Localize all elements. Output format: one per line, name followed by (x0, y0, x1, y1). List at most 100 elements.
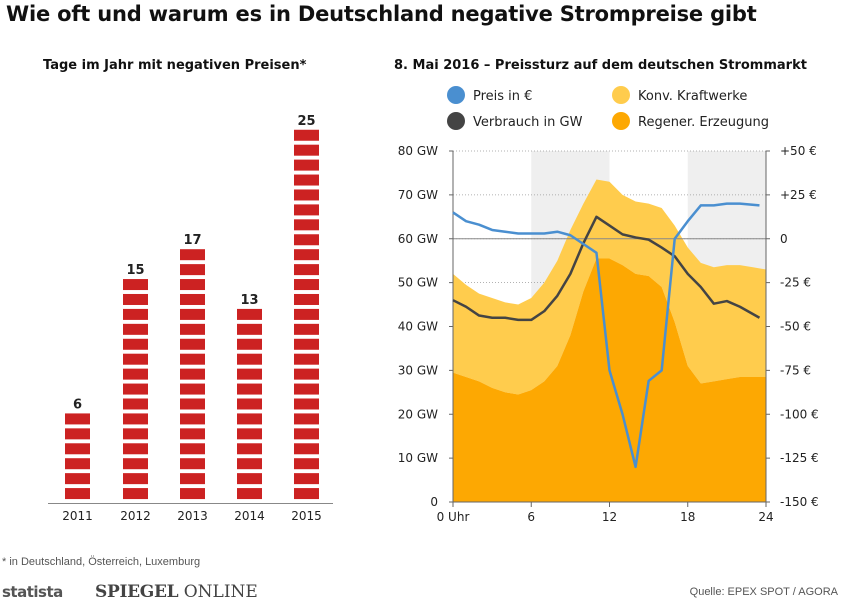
bar-brick (237, 323, 262, 335)
bar-brick (180, 338, 205, 350)
bar-brick (237, 353, 262, 365)
bar-brick (237, 308, 262, 320)
bar-brick (65, 473, 90, 485)
x-axis-tick-label: 24 (758, 510, 773, 524)
bar-brick (123, 398, 148, 410)
bar-2012 (123, 279, 148, 500)
bar-brick (180, 383, 205, 395)
bar-brick (294, 234, 319, 246)
bar-brick (294, 308, 319, 320)
right-axis-tick-label: -50 € (780, 320, 811, 334)
bar-brick (294, 159, 319, 171)
legend-label-price: Preis in € (473, 89, 532, 104)
bar-brick (294, 383, 319, 395)
x-axis-tick-label: 18 (680, 510, 695, 524)
bar-category-label: 2014 (234, 509, 265, 523)
bar-brick (294, 413, 319, 425)
bar-brick (294, 279, 319, 291)
right-axis-tick-label: -75 € (780, 363, 811, 377)
source-note: Quelle: EPEX SPOT / AGORA (689, 586, 838, 598)
legend-swatch-conventional (612, 86, 630, 104)
bar-brick (180, 443, 205, 455)
bar-brick (294, 144, 319, 156)
legend-label-renewable: Regener. Erzeugung (638, 115, 769, 130)
bar-brick (123, 293, 148, 305)
bar-brick (294, 204, 319, 216)
spiegel-online-logo: SPIEGEL ONLINE (95, 582, 258, 602)
bar-chart-title: Tage im Jahr mit negativen Preisen* (43, 58, 307, 73)
bar-brick (180, 308, 205, 320)
conventional-area (453, 179, 766, 395)
bar-category-label: 2011 (62, 509, 93, 523)
bar-brick (65, 458, 90, 470)
bar-brick (294, 458, 319, 470)
bar-brick (294, 353, 319, 365)
right-axis-tick-label: +50 € (780, 144, 817, 158)
x-axis-tick-label: 6 (527, 510, 535, 524)
bar-brick (237, 368, 262, 380)
renewable-area (453, 258, 766, 502)
right-axis-tick-label: -125 € (780, 451, 819, 465)
bar-brick (180, 473, 205, 485)
bar-brick (294, 249, 319, 261)
bar-brick (180, 293, 205, 305)
left-axis-tick-label: 40 GW (398, 320, 438, 334)
bar-brick (180, 398, 205, 410)
bar-brick (294, 488, 319, 500)
bar-brick (294, 129, 319, 141)
bar-brick (123, 458, 148, 470)
legend-swatch-price (447, 86, 465, 104)
bar-brick (180, 428, 205, 440)
left-axis-tick-label: 10 GW (398, 451, 438, 465)
bar-brick (123, 308, 148, 320)
left-axis-tick-label: 20 GW (398, 407, 438, 421)
bar-brick (294, 338, 319, 350)
bar-brick (237, 428, 262, 440)
legend-swatch-consumption (447, 112, 465, 130)
bar-brick (294, 473, 319, 485)
bar-2015 (294, 129, 319, 500)
bar-value-label: 25 (297, 114, 315, 129)
bar-brick (294, 174, 319, 186)
area-chart-title: 8. Mai 2016 – Preissturz auf dem deutsch… (394, 58, 807, 73)
right-axis-tick-label: +25 € (780, 188, 817, 202)
bar-2014 (237, 308, 262, 500)
bar-brick (180, 353, 205, 365)
bar-brick (294, 293, 319, 305)
bar-brick (294, 368, 319, 380)
bar-brick (180, 488, 205, 500)
bar-brick (294, 428, 319, 440)
bar-brick (65, 488, 90, 500)
legend-swatch-renewable (612, 112, 630, 130)
bar-value-label: 6 (73, 397, 82, 412)
bar-category-label: 2012 (120, 509, 151, 523)
bar-brick (123, 383, 148, 395)
bar-brick (294, 219, 319, 231)
bar-brick (180, 368, 205, 380)
bar-brick (294, 264, 319, 276)
bar-brick (237, 443, 262, 455)
bar-brick (123, 368, 148, 380)
left-axis-tick-label: 60 GW (398, 232, 438, 246)
bar-category-label: 2013 (177, 509, 208, 523)
bar-brick (65, 413, 90, 425)
bar-brick (294, 398, 319, 410)
left-axis-tick-label: 80 GW (398, 144, 438, 158)
bar-brick (180, 279, 205, 291)
bar-brick (294, 189, 319, 201)
right-axis-tick-label: -25 € (780, 276, 811, 290)
bar-brick (123, 323, 148, 335)
legend-label-conventional: Konv. Kraftwerke (638, 89, 747, 104)
bar-2011 (65, 413, 90, 500)
bar-brick (123, 488, 148, 500)
footnote: * in Deutschland, Österreich, Luxemburg (2, 556, 201, 568)
x-axis-tick-label: 0 Uhr (437, 510, 470, 524)
bar-brick (65, 443, 90, 455)
spiegel-logo-bold: SPIEGEL (95, 582, 179, 602)
bar-brick (237, 488, 262, 500)
right-axis-tick-label: -100 € (780, 407, 819, 421)
bar-brick (123, 338, 148, 350)
right-axis-tick-label: 0 (780, 232, 788, 246)
bar-brick (123, 428, 148, 440)
bar-brick (237, 413, 262, 425)
